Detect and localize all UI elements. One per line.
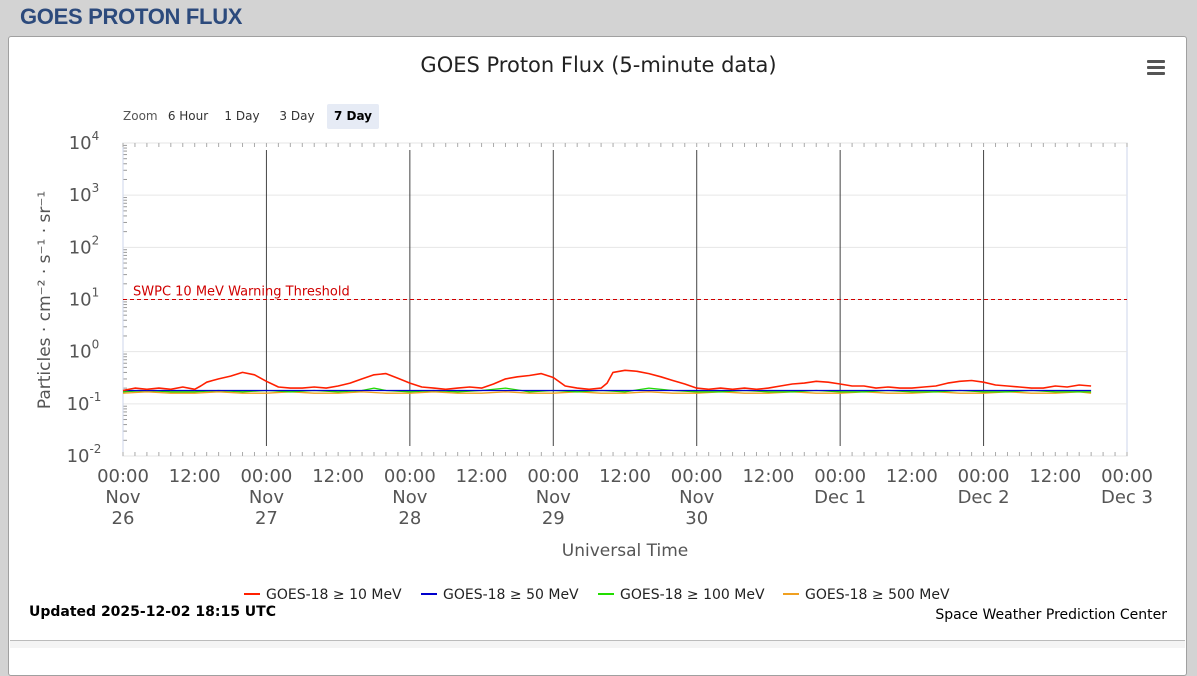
menu-icon[interactable] [1147,60,1165,76]
x-tick-label: 00:00 Nov 29 [527,466,579,529]
y-tick-label: 10-1 [67,390,102,415]
zoom-label: Zoom [123,109,158,123]
x-tick-label: 00:00 Dec 2 [958,466,1010,508]
x-tick-label: 12:00 [456,466,508,487]
x-axis-title: Universal Time [562,541,688,561]
credit-text: Space Weather Prediction Center [935,607,1167,623]
x-tick-label: 00:00 Nov 30 [671,466,723,529]
page-title: GOES PROTON FLUX [20,4,243,29]
x-tick-label: 00:00 Nov 27 [240,466,292,529]
legend-label: GOES-18 ≥ 50 MeV [443,587,579,603]
y-tick-label: 102 [69,233,100,258]
x-tick-label: 12:00 [886,466,938,487]
x-tick-label: 00:00 Dec 1 [814,466,866,508]
legend-label: GOES-18 ≥ 10 MeV [266,587,402,603]
series-line-3 [122,391,1092,394]
x-tick-label: 12:00 [169,466,221,487]
proton-flux-chart: SWPC 10 MeV Warning Threshold 104 103 102 10… [67,129,1153,603]
series-line-0 [122,369,1092,392]
chart-title: GOES Proton Flux (5-minute data) [420,53,777,77]
legend-label: GOES-18 ≥ 500 MeV [805,587,950,603]
bottom-bar [10,640,1185,648]
x-tick-label: 00:00 Nov 26 [97,466,149,529]
y-tick-label: 104 [69,129,100,154]
x-tick-label: 12:00 [1029,466,1081,487]
y-tick-label: 100 [69,338,100,363]
x-tick-label: 12:00 [599,466,651,487]
x-tick-label: 12:00 [742,466,794,487]
zoom-7-day-button[interactable]: 7 Day [327,104,379,129]
y-tick-label: 10-2 [67,442,102,467]
y-tick-label: 103 [69,181,100,206]
legend-item: GOES-18 ≥ 100 MeV [598,587,765,603]
x-tick-label: 12:00 [312,466,364,487]
legend-item: GOES-18 ≥ 500 MeV [783,587,950,603]
zoom-1-day-button[interactable]: 1 Day [224,109,260,123]
legend-label: GOES-18 ≥ 100 MeV [620,587,765,603]
x-tick-label: 00:00 Dec 3 [1101,466,1153,508]
x-tick-label: 00:00 Nov 28 [384,466,436,529]
zoom-6-hour-button[interactable]: 6 Hour [167,109,209,123]
legend-item: GOES-18 ≥ 50 MeV [421,587,579,603]
legend-item: GOES-18 ≥ 10 MeV [244,587,402,603]
zoom-3-day-button[interactable]: 3 Day [279,109,315,123]
y-tick-label: 101 [69,286,100,311]
updated-timestamp: Updated 2025-12-02 18:15 UTC [29,604,276,620]
threshold-label: SWPC 10 MeV Warning Threshold [133,285,350,300]
